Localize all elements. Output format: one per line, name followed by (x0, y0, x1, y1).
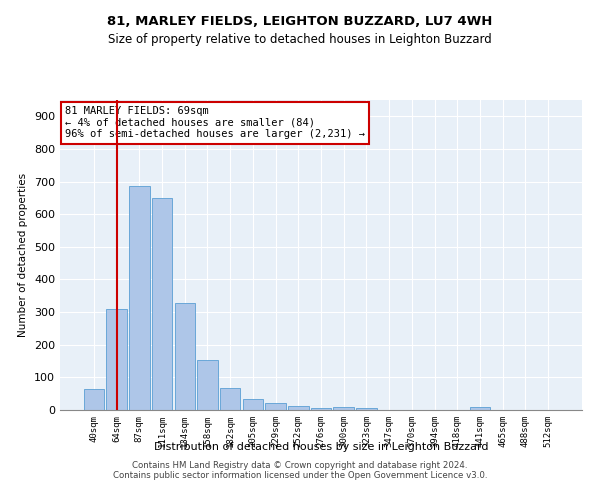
Text: Size of property relative to detached houses in Leighton Buzzard: Size of property relative to detached ho… (108, 32, 492, 46)
Bar (84, 389, 104, 410)
Bar (152, 198, 172, 410)
Bar (175, 303, 195, 410)
Bar (356, 408, 377, 410)
Text: Contains HM Land Registry data © Crown copyright and database right 2024.
Contai: Contains HM Land Registry data © Crown c… (113, 460, 487, 480)
Text: 81, MARLEY FIELDS, LEIGHTON BUZZARD, LU7 4WH: 81, MARLEY FIELDS, LEIGHTON BUZZARD, LU7… (107, 15, 493, 28)
Bar (129, 186, 149, 410)
Bar (265, 403, 286, 410)
Bar (288, 406, 308, 410)
Bar (470, 406, 490, 410)
Text: 81 MARLEY FIELDS: 69sqm
← 4% of detached houses are smaller (84)
96% of semi-det: 81 MARLEY FIELDS: 69sqm ← 4% of detached… (65, 106, 365, 140)
Bar (334, 408, 354, 410)
Bar (311, 408, 331, 410)
Bar (242, 398, 263, 410)
Text: Distribution of detached houses by size in Leighton Buzzard: Distribution of detached houses by size … (154, 442, 488, 452)
Bar (197, 360, 218, 410)
Bar (220, 388, 241, 410)
Bar (106, 309, 127, 410)
Y-axis label: Number of detached properties: Number of detached properties (19, 173, 28, 337)
